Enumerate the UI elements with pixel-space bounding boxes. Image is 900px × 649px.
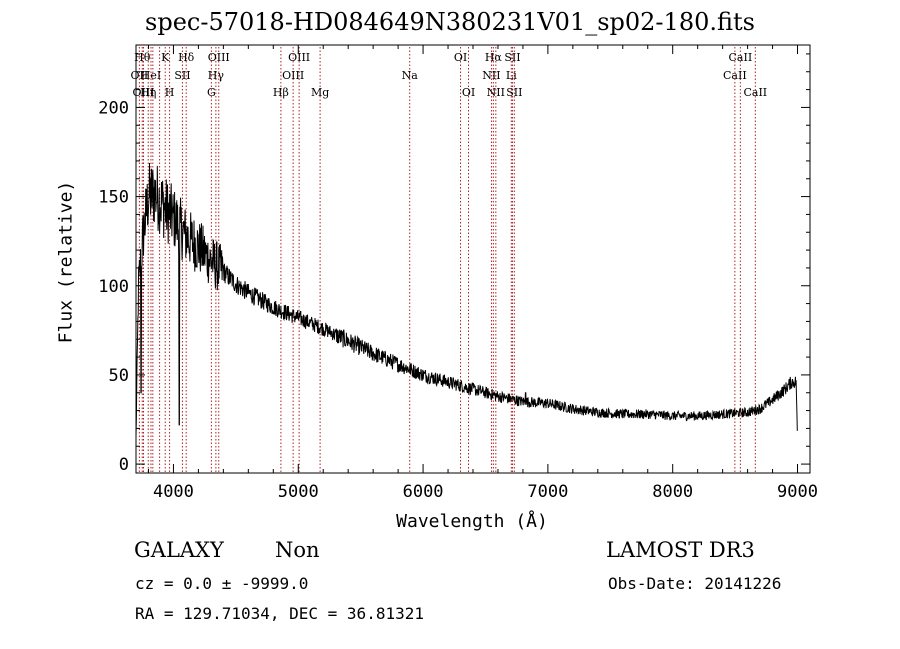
line-marker-label: H: [165, 86, 175, 99]
y-axis-label: Flux (relative): [55, 180, 77, 344]
line-marker-label: Mg: [311, 86, 329, 99]
redshift-text: cz = 0.0 ± -9999.0: [135, 574, 309, 593]
line-marker-label: CaII: [743, 86, 767, 99]
class-label: GALAXY: [134, 538, 224, 562]
line-marker-label: OII: [131, 69, 149, 82]
line-marker-label: CaII: [729, 51, 753, 64]
line-marker-label: OI: [454, 51, 467, 64]
line-marker-label: NII: [487, 86, 505, 99]
line-marker-label: OIII: [208, 51, 230, 64]
line-marker-label: OIII: [282, 69, 304, 82]
line-marker-label: SII: [506, 86, 522, 99]
x-tick-label: 7000: [527, 482, 568, 502]
line-marker-label: Hη: [140, 86, 156, 99]
spectrum-series-group: [135, 162, 798, 437]
x-tick-label: 6000: [403, 482, 444, 502]
line-marker-label: K: [161, 51, 170, 64]
spectrum-line: [135, 162, 798, 437]
survey-label: LAMOST DR3: [606, 538, 755, 562]
line-markers-group: [138, 47, 756, 473]
plot-frame: [135, 44, 811, 474]
line-marker-label: Hθ: [134, 51, 151, 64]
x-tick-label: 8000: [652, 482, 693, 502]
line-marker-label: CaII: [723, 69, 747, 82]
line-marker-label: Hγ: [208, 69, 225, 82]
x-tick-label: 9000: [777, 482, 818, 502]
coordinates-text: RA = 129.71034, DEC = 36.81321: [135, 604, 424, 623]
line-marker-label: HeI: [141, 69, 161, 82]
line-marker-label: SII: [504, 51, 520, 64]
line-marker-label: SII: [174, 69, 190, 82]
y-tick-label: 50: [109, 366, 129, 386]
axes-group: 4000 5000 6000 7000 8000 9000 0 50 100 150 200: [98, 44, 818, 502]
x-tick-label: 5000: [278, 482, 319, 502]
y-tick-label: 100: [98, 277, 129, 297]
line-marker-label: Hβ: [273, 86, 289, 99]
line-marker-label: Hα: [485, 51, 503, 64]
line-marker-label: OI: [462, 86, 475, 99]
x-axis-label: Wavelength (Å): [396, 511, 548, 532]
y-tick-label: 0: [119, 455, 129, 475]
line-marker-label: Hδ: [178, 51, 195, 64]
subclass-label: Non: [275, 538, 320, 562]
line-marker-label: Na: [402, 69, 419, 82]
y-tick-label: 200: [98, 98, 129, 118]
line-marker-label: OIII: [288, 51, 310, 64]
line-marker-labels-group: OIIHθOIIIHηHeIKHSIIHδGHγOIIIHβOIIIOIIIMg…: [131, 51, 768, 99]
chart-title: spec-57018-HD084649N380231V01_sp02-180.f…: [145, 8, 755, 36]
obs-date-text: Obs-Date: 20141226: [608, 574, 782, 593]
x-tick-label: 4000: [153, 482, 194, 502]
y-tick-label: 150: [98, 188, 129, 208]
line-marker-label: NII: [482, 69, 500, 82]
line-marker-label: Li: [506, 69, 517, 82]
line-marker-label: G: [207, 86, 216, 99]
